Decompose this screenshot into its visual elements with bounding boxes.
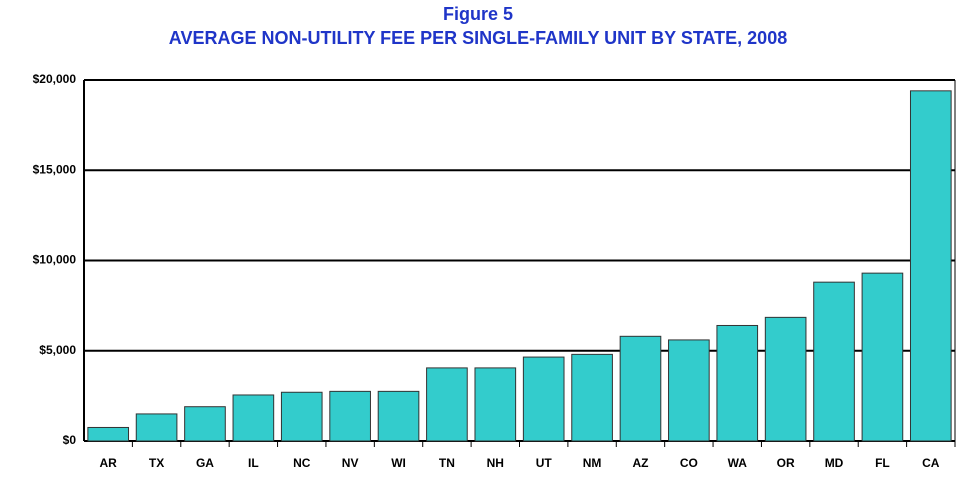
bar bbox=[861, 272, 904, 442]
y-tick-label: $10,000 bbox=[33, 253, 77, 267]
x-tick-label: NM bbox=[583, 456, 602, 470]
x-tick-label: CA bbox=[922, 456, 940, 470]
bar bbox=[184, 406, 226, 442]
bar bbox=[813, 281, 855, 442]
y-tick-label: $5,000 bbox=[39, 343, 76, 357]
bar bbox=[377, 390, 420, 442]
x-tick-label: MD bbox=[825, 456, 844, 470]
y-tick-label: $20,000 bbox=[33, 72, 77, 86]
chart-subtitle: AVERAGE NON-UTILITY FEE PER SINGLE-FAMIL… bbox=[169, 28, 787, 48]
y-tick-label: $0 bbox=[63, 433, 77, 447]
bar bbox=[87, 426, 130, 442]
bar bbox=[909, 90, 952, 442]
bar bbox=[329, 390, 371, 442]
x-tick-label: IL bbox=[248, 456, 259, 470]
x-tick-label: WA bbox=[728, 456, 748, 470]
bar bbox=[280, 391, 323, 442]
x-tick-label: WI bbox=[391, 456, 406, 470]
x-tick-label: NC bbox=[293, 456, 311, 470]
bar bbox=[232, 394, 275, 442]
bar bbox=[668, 339, 710, 442]
chart-title: Figure 5 bbox=[443, 4, 513, 24]
x-tick-label: TN bbox=[439, 456, 455, 470]
x-tick-label: OR bbox=[777, 456, 795, 470]
bar bbox=[764, 316, 807, 442]
x-tick-label: AZ bbox=[632, 456, 648, 470]
x-tick-label: GA bbox=[196, 456, 214, 470]
x-tick-label: NV bbox=[342, 456, 359, 470]
bar bbox=[571, 353, 613, 442]
x-tick-label: UT bbox=[536, 456, 553, 470]
bar bbox=[619, 335, 662, 442]
y-tick-label: $15,000 bbox=[33, 162, 77, 176]
x-tick-label: AR bbox=[100, 456, 118, 470]
x-tick-label: TX bbox=[149, 456, 164, 470]
x-tick-label: CO bbox=[680, 456, 698, 470]
bar bbox=[135, 413, 178, 442]
bar bbox=[474, 367, 517, 442]
bar bbox=[522, 356, 565, 442]
bar bbox=[716, 324, 759, 442]
x-tick-label: NH bbox=[487, 456, 504, 470]
bar bbox=[426, 367, 468, 442]
x-tick-label: FL bbox=[875, 456, 890, 470]
